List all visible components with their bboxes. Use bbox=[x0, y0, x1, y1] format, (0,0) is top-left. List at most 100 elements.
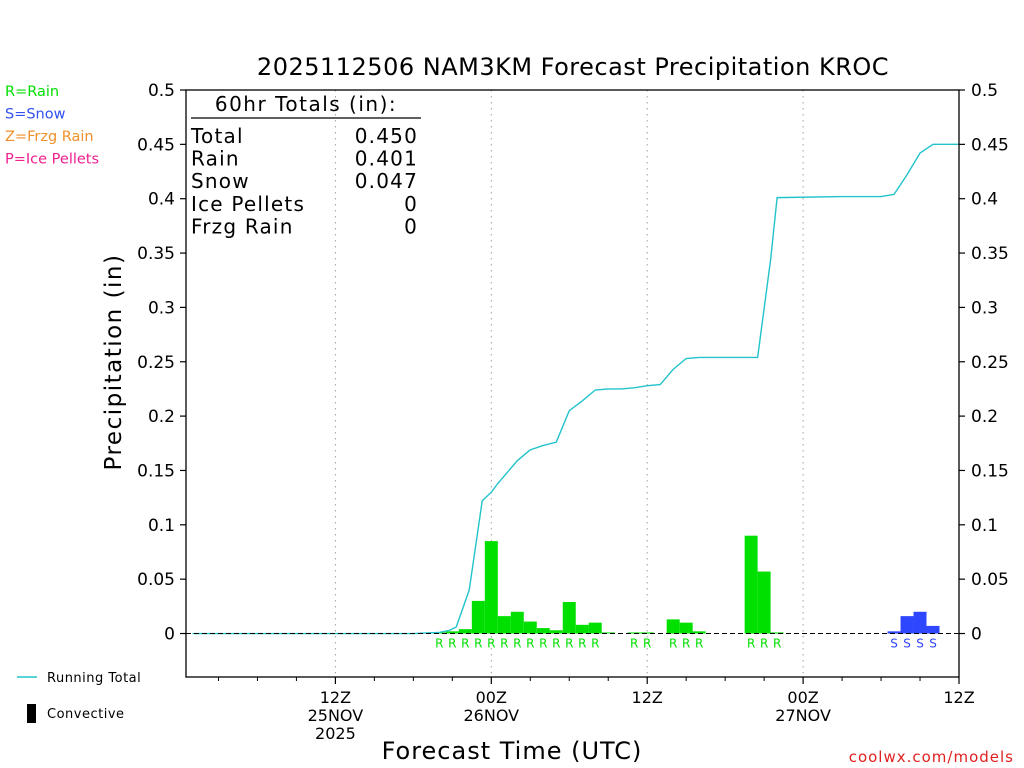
running-total-line bbox=[192, 143, 959, 635]
y-tick-label-left: 0.5 bbox=[148, 81, 175, 101]
precip-type-letter: R bbox=[513, 637, 521, 651]
precip-type-letter: S bbox=[929, 637, 937, 651]
rain-bar bbox=[744, 535, 758, 634]
plot-frame bbox=[185, 89, 960, 678]
totals-row-value: 0 bbox=[404, 192, 418, 216]
rain-bar bbox=[497, 616, 511, 634]
precip-type-letter: R bbox=[643, 637, 651, 651]
y-tick-label-right: 0.5 bbox=[971, 81, 998, 101]
y-tick-label-right: 0 bbox=[971, 625, 982, 645]
totals-row-value: 0 bbox=[404, 214, 418, 238]
x-tick-label: 27NOV bbox=[775, 706, 831, 725]
y-tick-label-left: 0.1 bbox=[148, 516, 175, 536]
precip-type-letter: R bbox=[487, 637, 495, 651]
precip-type-letter: R bbox=[461, 637, 469, 651]
rain-bar bbox=[770, 632, 784, 634]
precip-type-letter: S bbox=[916, 637, 924, 651]
precip-type-letter: R bbox=[565, 637, 573, 651]
y-axis-left: 0 0.05 0.1 0.15 0.2 0.25 0.3 0.35 0.4 0.45 0.5 bbox=[137, 81, 186, 645]
totals-table: 60hr Totals (in): Total 0.450 Rain 0.401 Snow… bbox=[190, 92, 421, 238]
rain-bar bbox=[562, 601, 576, 634]
rain-bar bbox=[510, 611, 524, 634]
rain-bar bbox=[536, 628, 550, 634]
precip-type-legend: R=Rain S=Snow Z=Frzg Rain P=Ice Pellets bbox=[5, 84, 99, 168]
precip-type-letter: R bbox=[474, 637, 482, 651]
x-tick-label: 00Z bbox=[476, 688, 507, 707]
rain-bar bbox=[523, 621, 537, 634]
rain-bar bbox=[679, 622, 693, 634]
y-tick-label-right: 0.05 bbox=[971, 570, 1009, 590]
y-tick-label-left: 0.05 bbox=[137, 570, 175, 590]
y-tick-label-right: 0.45 bbox=[971, 135, 1009, 155]
type-legend-entry: S=Snow bbox=[5, 107, 66, 123]
x-tick-label: 00Z bbox=[787, 688, 818, 707]
rain-bar bbox=[627, 632, 641, 634]
precip-type-letter: R bbox=[669, 637, 677, 651]
type-legend-entry: P=Ice Pellets bbox=[5, 152, 99, 168]
precip-type-letter: R bbox=[695, 637, 703, 651]
legend-label: Running Total bbox=[47, 671, 141, 686]
y-tick-label-left: 0 bbox=[164, 625, 175, 645]
precip-type-letter: R bbox=[552, 637, 560, 651]
chart-title: 2025112506 NAM3KM Forecast Precipitation… bbox=[257, 53, 889, 81]
y-tick-label-left: 0.4 bbox=[148, 190, 175, 210]
y-axis-right: 0 0.05 0.1 0.15 0.2 0.25 0.3 0.35 0.4 0.45 0.5 bbox=[959, 81, 1009, 645]
rain-bar bbox=[757, 571, 771, 634]
rain-bar bbox=[471, 600, 485, 634]
credit-text: coolwx.com/models bbox=[849, 748, 1014, 766]
y-tick-label-right: 0.35 bbox=[971, 244, 1009, 264]
snow-bar bbox=[926, 625, 940, 634]
precip-type-letter: R bbox=[591, 637, 599, 651]
y-tick-label-left: 0.15 bbox=[137, 461, 175, 481]
y-tick-label-right: 0.1 bbox=[971, 516, 998, 536]
rain-bar bbox=[601, 632, 615, 634]
rain-bar bbox=[458, 629, 472, 634]
rain-bar bbox=[640, 632, 654, 634]
x-axis-label: Forecast Time (UTC) bbox=[382, 737, 643, 765]
totals-row-value: 0.047 bbox=[355, 169, 418, 193]
totals-row-label: Rain bbox=[191, 147, 240, 171]
totals-row-label: Ice Pellets bbox=[191, 192, 305, 216]
precip-type-letter: R bbox=[747, 637, 755, 651]
legend-label: Convective bbox=[47, 707, 125, 722]
x-tick-label: 12Z bbox=[632, 688, 663, 707]
rain-bar bbox=[549, 630, 563, 634]
precip-type-letter: R bbox=[435, 637, 443, 651]
y-tick-label-left: 0.35 bbox=[137, 244, 175, 264]
legend-convective-swatch bbox=[27, 704, 36, 723]
precip-type-letter: R bbox=[682, 637, 690, 651]
precip-type-letter: R bbox=[448, 637, 456, 651]
y-tick-label-left: 0.45 bbox=[137, 135, 175, 155]
precip-type-letter: R bbox=[773, 637, 781, 651]
precip-type-letter: R bbox=[760, 637, 768, 651]
snow-bar bbox=[887, 631, 901, 634]
x-tick-label: 12Z bbox=[320, 688, 351, 707]
rain-bar bbox=[484, 541, 498, 634]
grid-lines bbox=[334, 90, 960, 677]
type-legend-entry: Z=Frzg Rain bbox=[5, 129, 94, 145]
precip-type-letter: R bbox=[630, 637, 638, 651]
precip-type-letter: R bbox=[500, 637, 508, 651]
bars bbox=[432, 535, 940, 634]
precip-type-letter: R bbox=[539, 637, 547, 651]
x-tick-label: 26NOV bbox=[464, 706, 520, 725]
precip-type-letter: S bbox=[890, 637, 898, 651]
x-tick-label: 2025 bbox=[315, 724, 356, 743]
y-tick-label-left: 0.3 bbox=[148, 298, 175, 318]
snow-bar bbox=[913, 611, 927, 634]
y-tick-label-right: 0.4 bbox=[971, 190, 998, 210]
y-tick-label-right: 0.2 bbox=[971, 407, 998, 427]
y-tick-label-left: 0.2 bbox=[148, 407, 175, 427]
y-tick-label-right: 0.15 bbox=[971, 461, 1009, 481]
running-total-line-group bbox=[192, 143, 959, 635]
totals-row-value: 0.401 bbox=[355, 147, 418, 171]
rain-bar bbox=[575, 624, 589, 634]
precip-type-letter: R bbox=[578, 637, 586, 651]
precip-type-letter: S bbox=[903, 637, 911, 651]
bottom-legend: Running Total Convective bbox=[17, 671, 141, 723]
totals-row-label: Total bbox=[190, 124, 244, 148]
totals-row-value: 0.450 bbox=[355, 124, 418, 148]
y-tick-label-left: 0.25 bbox=[137, 353, 175, 373]
